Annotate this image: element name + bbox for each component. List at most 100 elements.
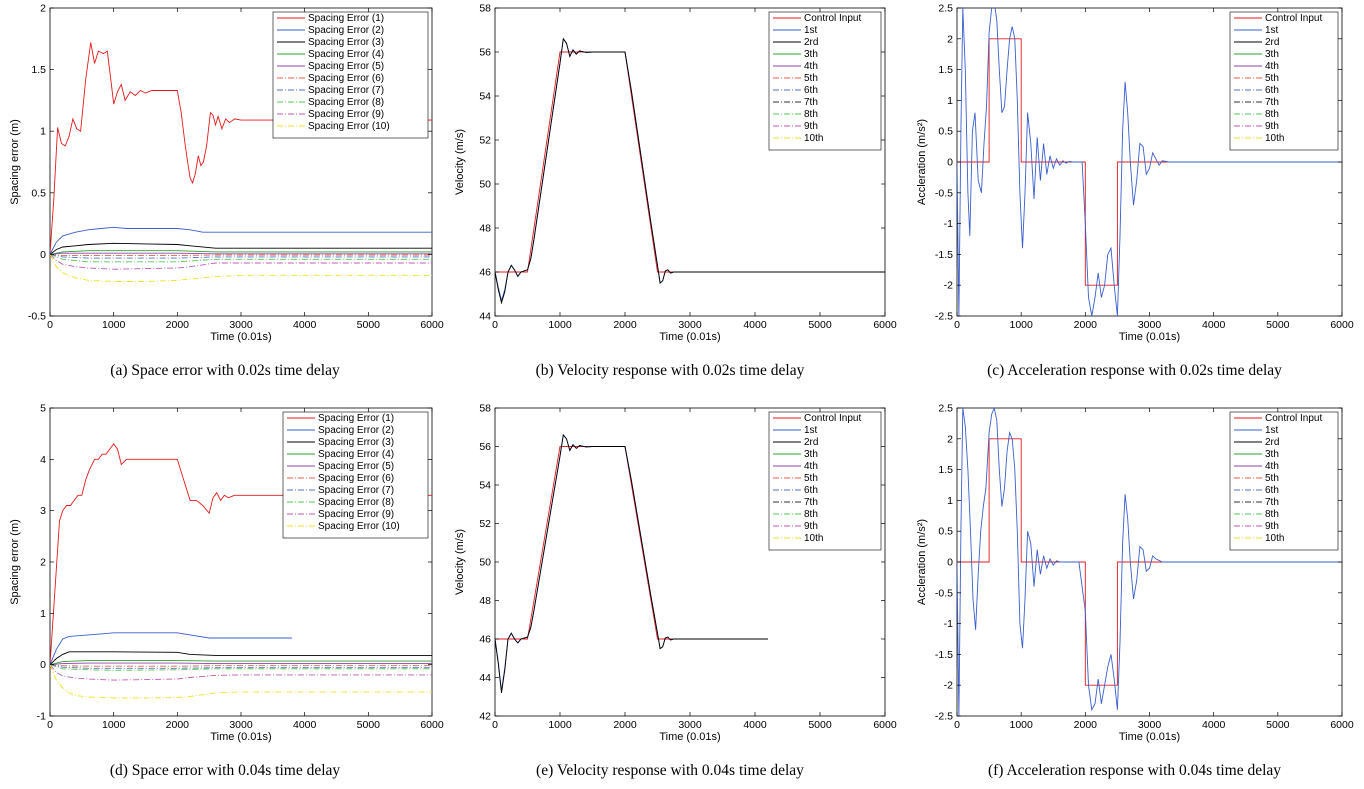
legend-box xyxy=(282,411,429,539)
legend-label: 4th xyxy=(1265,61,1279,72)
legend-label: 10th xyxy=(804,533,823,544)
legend-label: 6th xyxy=(1265,485,1279,496)
series-group xyxy=(50,42,432,282)
legend-label: 8th xyxy=(1265,109,1279,120)
legend-label: 2rd xyxy=(1265,437,1279,448)
x-tick-label: 5000 xyxy=(357,319,381,331)
chart-b: 0 1000 2000 3000 4000 5000 6000 44 46 48 50 52 54 56 5… xyxy=(454,3,897,344)
x-tick-label: 0 xyxy=(47,719,53,731)
legend-label: 10th xyxy=(804,133,823,144)
series-line-7 xyxy=(50,664,432,669)
y-tick-label: 50 xyxy=(479,179,491,191)
legend-label: 3th xyxy=(804,449,818,460)
y-tick-label: 58 xyxy=(479,3,491,15)
y-tick-label: 0.5 xyxy=(938,126,953,138)
series-line-8 xyxy=(50,253,432,263)
series-line-2 xyxy=(50,226,432,255)
x-tick-label: 0 xyxy=(954,319,960,331)
y-tick-label: -1.5 xyxy=(935,649,953,661)
legend-label: Spacing Error (10) xyxy=(308,121,390,132)
series-line-1 xyxy=(957,38,1342,286)
x-tick-label: 1000 xyxy=(1009,319,1033,331)
chart-a: 0 1000 2000 3000 4000 5000 6000-0.500.511.52Ti… xyxy=(9,3,444,344)
x-tick-label: 5000 xyxy=(808,319,832,331)
series-line-10 xyxy=(50,664,432,699)
y-tick-label: 0 xyxy=(947,557,953,569)
x-tick-label: 4000 xyxy=(743,319,767,331)
series-line-9 xyxy=(50,664,432,681)
series-line-6 xyxy=(50,253,432,257)
legend-label: Control Input xyxy=(804,13,861,24)
legend-label: 8th xyxy=(804,509,818,520)
x-tick-label: 6000 xyxy=(1330,719,1354,731)
legend-label: 6th xyxy=(804,485,818,496)
legend-label: 9th xyxy=(804,521,818,532)
x-tick-label: 3000 xyxy=(229,719,253,731)
caption-e: (e) Velocity response with 0.04s time de… xyxy=(536,762,804,779)
x-tick-label: 0 xyxy=(954,719,960,731)
x-tick-label: 2000 xyxy=(1074,719,1098,731)
legend-label: 2rd xyxy=(1265,37,1279,48)
y-tick-label: -1 xyxy=(944,618,953,630)
legend-label: Spacing Error (2) xyxy=(308,25,384,36)
series-line-2 xyxy=(957,8,1342,316)
legend-box xyxy=(768,411,882,551)
y-tick-label: 1.5 xyxy=(31,64,46,76)
legend-label: Spacing Error (8) xyxy=(318,497,394,508)
y-tick-label: 1 xyxy=(947,95,953,107)
legend-label: Spacing Error (8) xyxy=(308,97,384,108)
series-line-3 xyxy=(50,651,432,666)
y-axis-label: Spacing error (m) xyxy=(9,519,21,605)
x-tick-label: 3000 xyxy=(229,319,253,331)
legend-label: Spacing Error (5) xyxy=(308,61,384,72)
y-tick-label: 44 xyxy=(479,311,491,323)
x-tick-label: 0 xyxy=(492,319,498,331)
legend-label: 9th xyxy=(1265,521,1279,532)
y-tick-label: 5 xyxy=(40,403,46,415)
series-line-1 xyxy=(957,438,1342,686)
legend-label: 4th xyxy=(804,61,818,72)
legend-label: 1st xyxy=(804,25,818,36)
caption-b: (b) Velocity response with 0.02s time de… xyxy=(535,362,805,379)
y-tick-label: 44 xyxy=(479,672,491,684)
y-tick-label: 0.5 xyxy=(31,187,46,199)
x-axis-label: Time (0.01s) xyxy=(1119,731,1180,743)
y-tick-label: 0 xyxy=(947,157,953,169)
legend-label: 10th xyxy=(1265,533,1284,544)
legend-label: 3th xyxy=(1265,49,1279,60)
legend-box xyxy=(1229,11,1339,151)
x-tick-label: 2000 xyxy=(613,719,637,731)
x-tick-label: 0 xyxy=(47,319,53,331)
y-tick-label: 0 xyxy=(40,249,46,261)
y-tick-label: 1.5 xyxy=(938,64,953,76)
legend-label: 7th xyxy=(1265,497,1279,508)
legend-label: 10th xyxy=(1265,133,1284,144)
y-tick-label: 46 xyxy=(479,267,491,279)
x-tick-label: 3000 xyxy=(1138,319,1162,331)
y-tick-label: -2.5 xyxy=(935,311,953,323)
legend-box xyxy=(768,11,882,151)
chart-panel-b: 0 1000 2000 3000 4000 5000 6000 44 46 48 50 52 54 56 5… xyxy=(450,0,897,344)
legend-label: Spacing Error (2) xyxy=(318,425,394,436)
x-tick-label: 2000 xyxy=(1074,319,1098,331)
x-tick-label: 1000 xyxy=(102,319,126,331)
legend-label: 7th xyxy=(804,497,818,508)
legend-label: 3th xyxy=(1265,449,1279,460)
legend-label: 5th xyxy=(804,73,818,84)
legend-label: 9th xyxy=(804,121,818,132)
y-tick-label: 56 xyxy=(479,47,491,59)
x-tick-label: 6000 xyxy=(873,319,897,331)
legend-label: Spacing Error (9) xyxy=(308,109,384,120)
chart-panel-a: 0 1000 2000 3000 4000 5000 6000 -0.5 0 0.5 1 1.5 2 Ti… xyxy=(0,0,444,344)
y-tick-label: 54 xyxy=(479,480,491,492)
y-tick-label: -1 xyxy=(37,711,46,723)
legend-label: Spacing Error (1) xyxy=(318,413,394,424)
legend-label: 8th xyxy=(1265,509,1279,520)
y-tick-label: 0 xyxy=(40,659,46,671)
legend-box xyxy=(1229,411,1339,551)
x-axis-label: Time (0.01s) xyxy=(659,331,720,343)
series-group xyxy=(495,433,768,693)
series-line-7 xyxy=(50,253,432,259)
y-axis-label: Accleration (m/s²) xyxy=(916,119,928,205)
x-axis-label: Time (0.01s) xyxy=(210,731,271,743)
